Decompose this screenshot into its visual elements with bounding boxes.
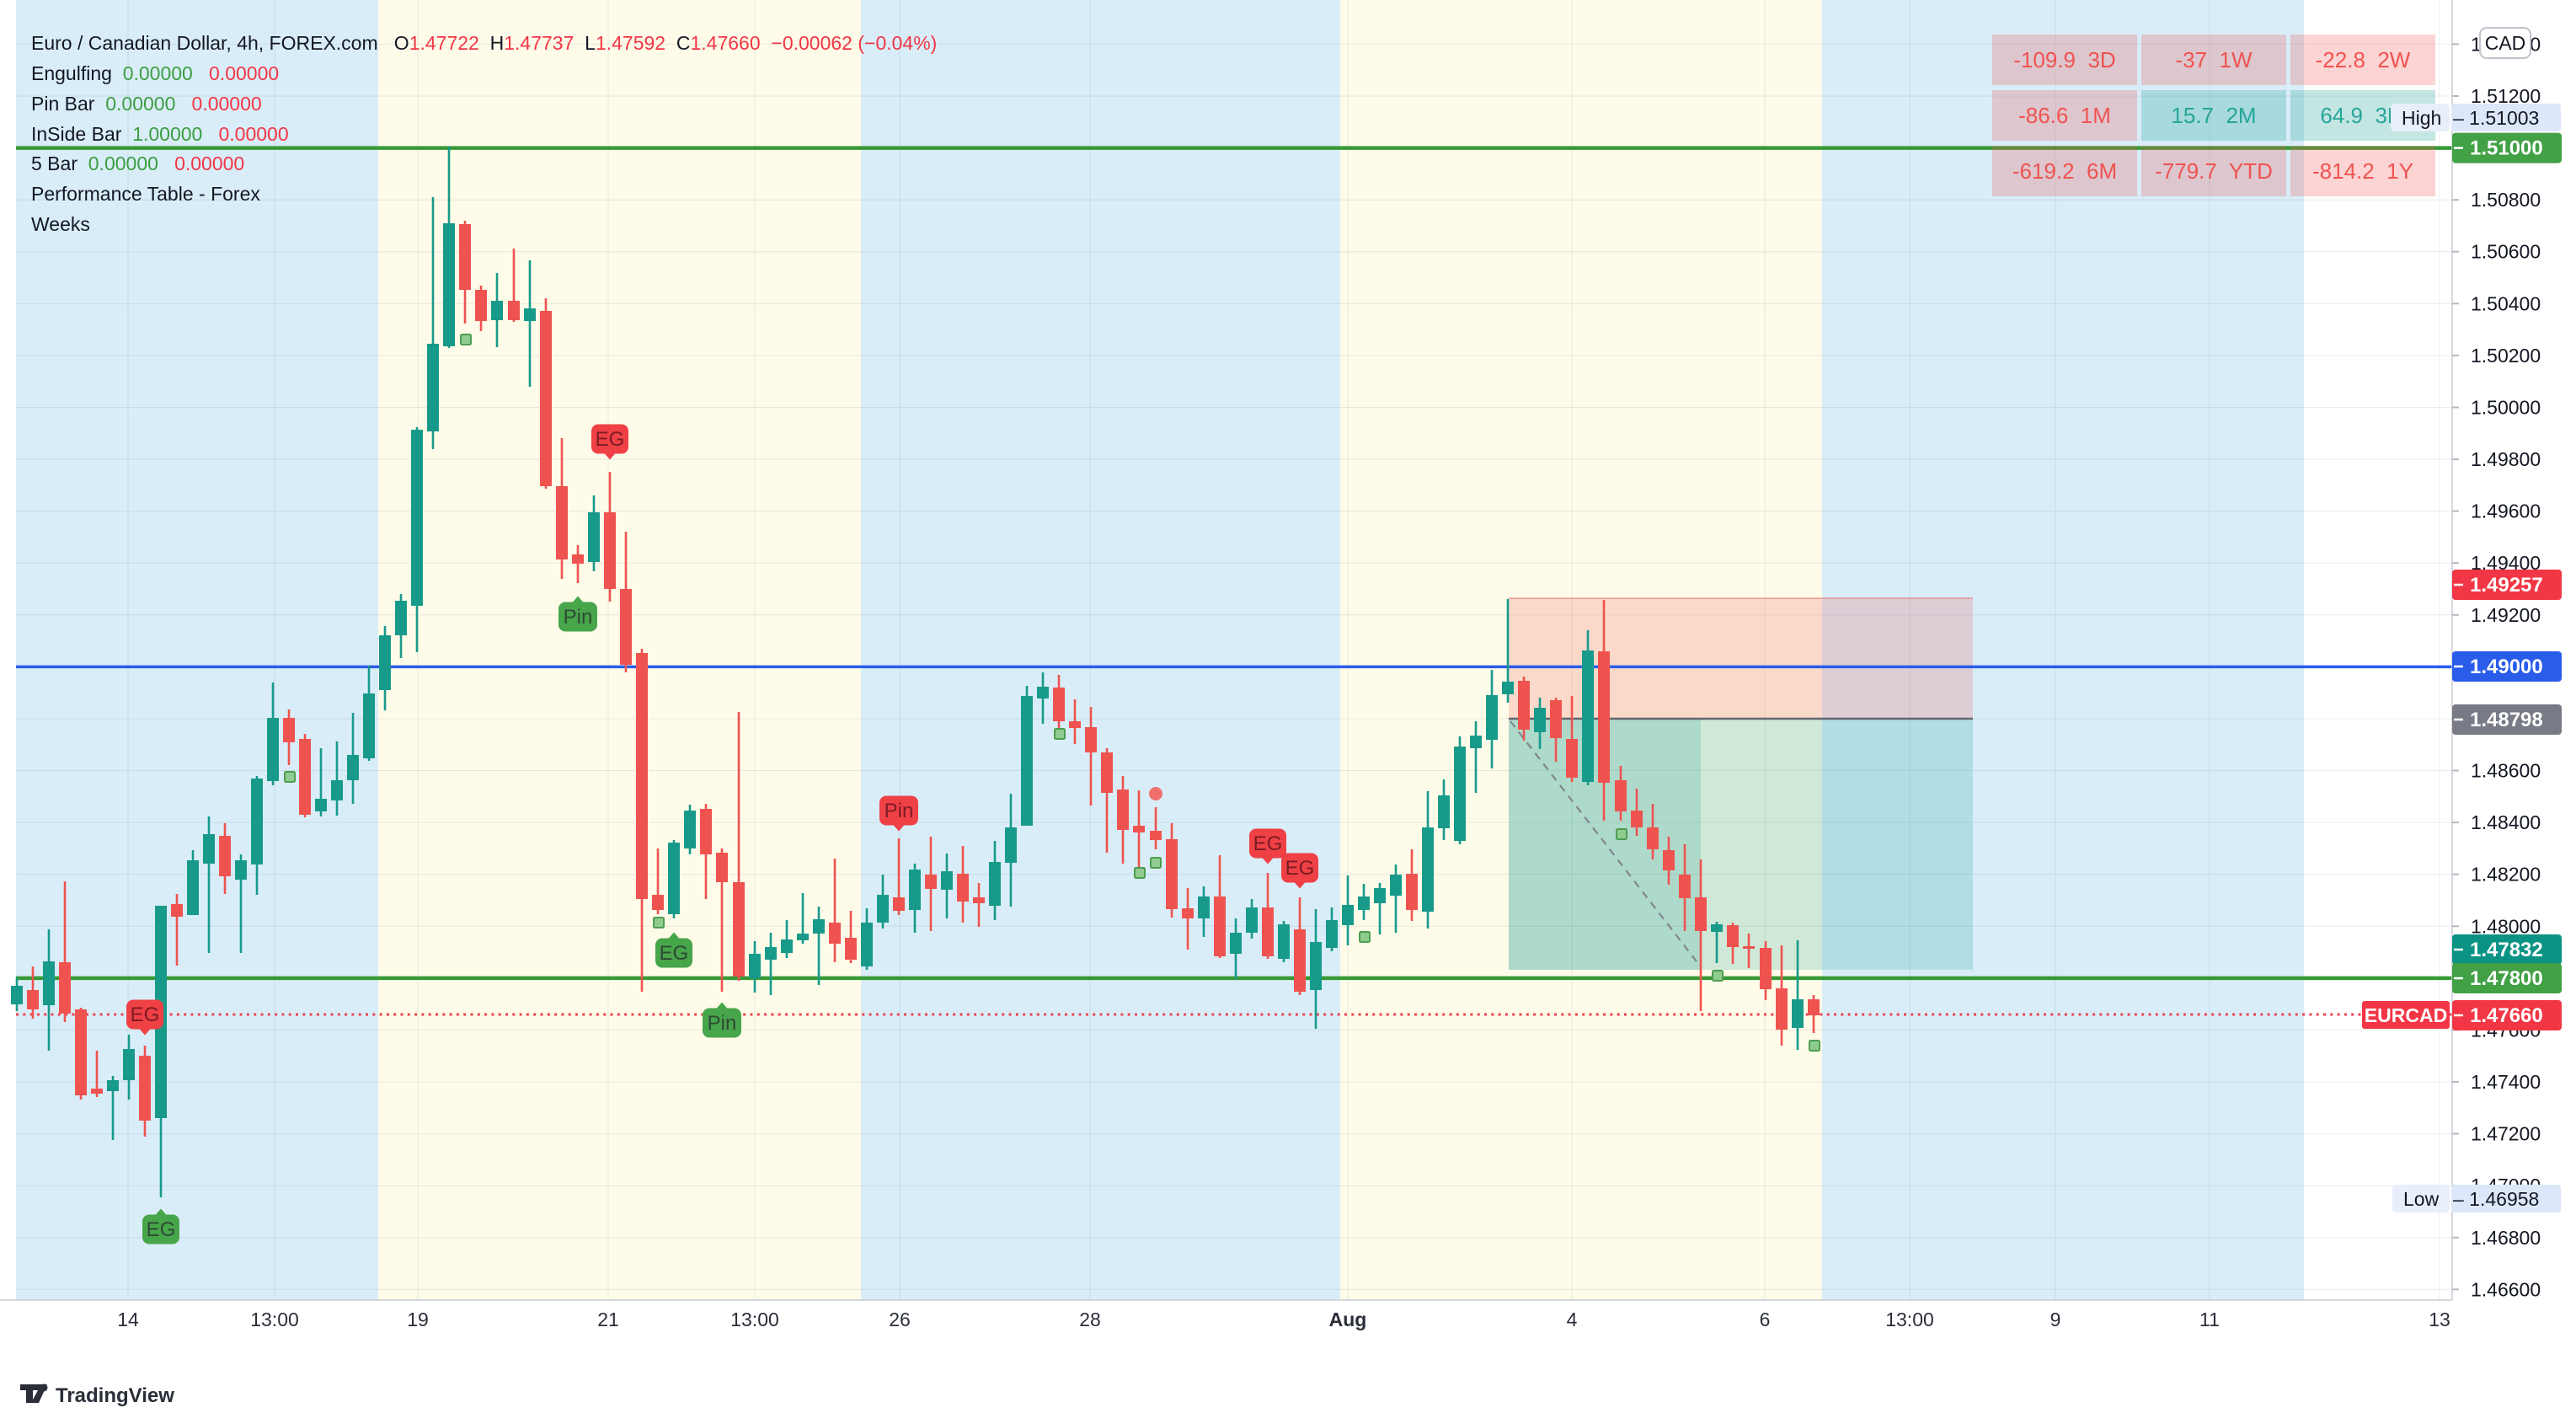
svg-text:14: 14 <box>117 1309 139 1330</box>
svg-text:Performance Table - Forex: Performance Table - Forex <box>31 183 260 205</box>
svg-text:– 1.51003: – 1.51003 <box>2453 107 2539 129</box>
svg-text:-779.7 YTD: -779.7 YTD <box>2155 158 2273 184</box>
svg-text:1.49600: 1.49600 <box>2471 500 2541 522</box>
svg-text:1.51000: 1.51000 <box>2470 137 2543 160</box>
svg-text:-22.8 2W: -22.8 2W <box>2316 47 2411 72</box>
svg-text:-86.6 1M: -86.6 1M <box>2018 103 2111 128</box>
svg-text:19: 19 <box>407 1309 429 1330</box>
svg-text:5 Bar 0.00000 0.00000: 5 Bar 0.00000 0.00000 <box>31 153 244 174</box>
svg-text:13:00: 13:00 <box>1885 1309 1934 1330</box>
svg-text:13:00: 13:00 <box>730 1309 779 1330</box>
svg-text:Euro / Canadian Dollar, 4h, FO: Euro / Canadian Dollar, 4h, FOREX.com O1… <box>31 32 937 54</box>
svg-text:1.49257: 1.49257 <box>2470 574 2543 597</box>
svg-text:Aug: Aug <box>1329 1309 1367 1330</box>
svg-text:InSide Bar 1.00000 0.00000: InSide Bar 1.00000 0.00000 <box>31 123 289 145</box>
svg-text:EG: EG <box>1253 832 1283 855</box>
svg-text:1.49000: 1.49000 <box>2470 656 2543 678</box>
svg-text:1.47832: 1.47832 <box>2470 939 2543 961</box>
svg-text:Low: Low <box>2403 1188 2440 1210</box>
svg-text:13:00: 13:00 <box>250 1309 299 1330</box>
svg-text:-37 1W: -37 1W <box>2175 47 2252 72</box>
svg-text:28: 28 <box>1079 1309 1101 1330</box>
svg-text:1.49800: 1.49800 <box>2471 448 2541 470</box>
svg-text:1.48200: 1.48200 <box>2471 864 2541 886</box>
svg-text:EG: EG <box>660 942 689 965</box>
svg-text:1.51200: 1.51200 <box>2471 85 2541 107</box>
svg-text:15.7 2M: 15.7 2M <box>2171 103 2256 128</box>
svg-text:TradingView: TradingView <box>56 1384 174 1407</box>
svg-text:1.50000: 1.50000 <box>2471 397 2541 419</box>
svg-text:-814.2 1Y: -814.2 1Y <box>2312 158 2413 184</box>
svg-text:1.50800: 1.50800 <box>2471 189 2541 211</box>
svg-text:1.47660: 1.47660 <box>2470 1004 2543 1027</box>
svg-text:1.48798: 1.48798 <box>2470 709 2543 731</box>
svg-text:13: 13 <box>2429 1309 2450 1330</box>
svg-text:21: 21 <box>597 1309 619 1330</box>
svg-text:11: 11 <box>2199 1309 2220 1330</box>
svg-text:1.47400: 1.47400 <box>2471 1071 2541 1093</box>
svg-text:9: 9 <box>2050 1309 2061 1330</box>
svg-text:Engulfing 0.00000 0.00000: Engulfing 0.00000 0.00000 <box>31 62 279 84</box>
svg-text:1.50200: 1.50200 <box>2471 345 2541 367</box>
svg-text:1.48400: 1.48400 <box>2471 811 2541 833</box>
svg-text:4: 4 <box>1567 1309 1578 1330</box>
svg-text:1.50400: 1.50400 <box>2471 292 2541 314</box>
svg-text:1.49200: 1.49200 <box>2471 604 2541 626</box>
svg-text:Pin Bar 0.00000 0.00000: Pin Bar 0.00000 0.00000 <box>31 93 262 115</box>
svg-text:– 1.46958: – 1.46958 <box>2453 1188 2539 1210</box>
svg-text:-109.9 3D: -109.9 3D <box>2013 47 2115 72</box>
svg-text:1.48600: 1.48600 <box>2471 760 2541 782</box>
svg-text:Weeks: Weeks <box>31 213 90 235</box>
svg-text:Pin: Pin <box>564 606 593 629</box>
svg-text:High: High <box>2402 107 2441 129</box>
svg-text:EG: EG <box>596 428 625 451</box>
svg-text:1.46600: 1.46600 <box>2471 1278 2541 1300</box>
svg-text:Pin: Pin <box>708 1012 737 1035</box>
svg-text:EG: EG <box>147 1218 176 1241</box>
svg-text:Pin: Pin <box>884 800 914 822</box>
svg-text:1.48000: 1.48000 <box>2471 915 2541 937</box>
svg-text:EG: EG <box>131 1004 160 1026</box>
svg-text:-619.2 6M: -619.2 6M <box>2012 158 2117 184</box>
svg-text:EG: EG <box>1285 857 1315 880</box>
svg-text:1.50600: 1.50600 <box>2471 241 2541 263</box>
svg-text:6: 6 <box>1760 1309 1771 1330</box>
svg-text:1.46800: 1.46800 <box>2471 1227 2541 1249</box>
svg-text:1.47800: 1.47800 <box>2470 967 2543 990</box>
svg-text:EURCAD: EURCAD <box>2365 1004 2447 1026</box>
svg-text:1.47200: 1.47200 <box>2471 1123 2541 1145</box>
svg-text:CAD: CAD <box>2485 32 2526 54</box>
svg-text:26: 26 <box>889 1309 911 1330</box>
